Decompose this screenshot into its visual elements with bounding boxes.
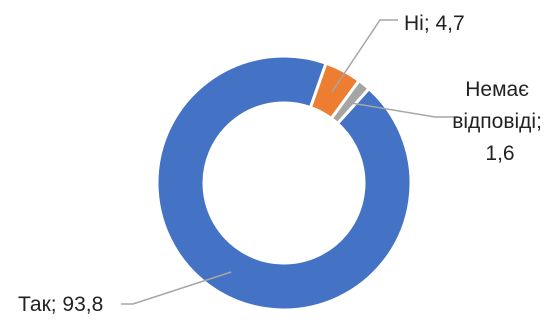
slice-no-answer [329, 78, 372, 126]
leader-line-no-answer [349, 101, 458, 118]
leader-line-tak [121, 271, 232, 305]
leader-lines [121, 19, 458, 305]
donut-slices [155, 54, 413, 312]
data-label-no-answer: Немає відповіді; 1,6 [452, 78, 548, 165]
data-label-tak: Так; 93,8 [18, 293, 103, 316]
leader-line-ni [331, 19, 398, 92]
slice-tak [155, 54, 413, 312]
data-label-ni: Ні; 4,7 [404, 12, 465, 35]
